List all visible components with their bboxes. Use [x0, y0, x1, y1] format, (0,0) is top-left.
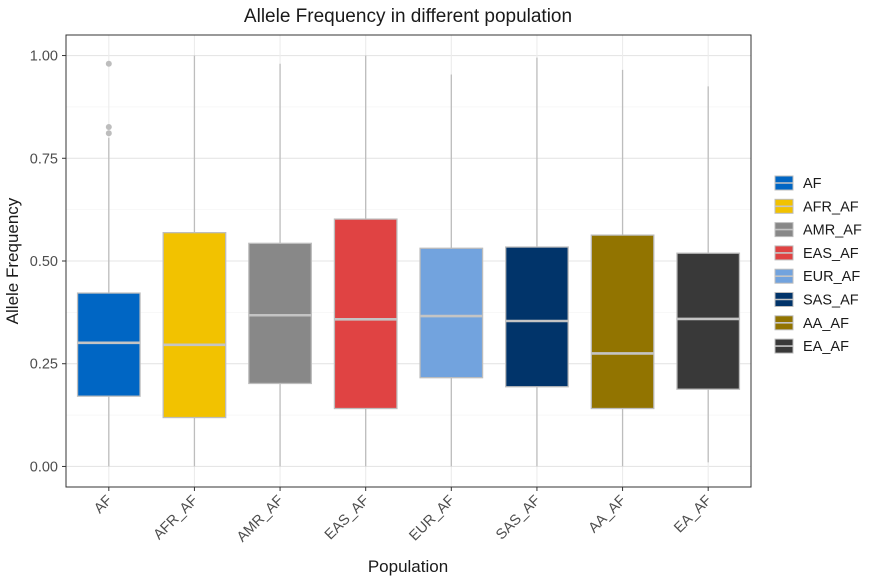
box-group-aa-af: [590, 69, 655, 467]
legend-label: AMR_AF: [803, 223, 862, 239]
legend-item: EAS_AF: [774, 245, 859, 262]
legend-label: EA_AF: [803, 339, 849, 355]
outlier-point: [105, 130, 112, 137]
legend-item: EA_AF: [774, 338, 849, 355]
legend-label: SAS_AF: [803, 293, 859, 309]
box: [419, 247, 484, 379]
y-axis-title: Allele Frequency: [3, 197, 22, 324]
box: [248, 242, 312, 385]
x-axis-title: Population: [368, 557, 448, 576]
y-axis-ticks: 0.00 0.25 0.50 0.75 1.00: [30, 49, 66, 475]
box-group-afr-af: [162, 55, 227, 467]
legend-label: EAS_AF: [803, 246, 859, 262]
legend-label: AA_AF: [803, 316, 849, 332]
box: [505, 246, 569, 388]
box: [590, 234, 655, 410]
box-group-ea-af: [676, 86, 741, 463]
legend-item: AA_AF: [774, 315, 849, 332]
outlier-point: [105, 60, 112, 67]
legend-item: EUR_AF: [774, 268, 860, 285]
box-group-amr-af: [248, 63, 312, 467]
box: [162, 231, 227, 419]
legend-label: EUR_AF: [803, 269, 860, 285]
box-group-eas-af: [333, 55, 398, 467]
legend-label: AFR_AF: [803, 199, 859, 215]
outlier-point: [105, 124, 112, 131]
box: [676, 252, 741, 390]
legend-item: AF: [774, 175, 822, 192]
legend-label: AF: [803, 176, 822, 192]
y-tick-label: 1.00: [30, 49, 58, 65]
box-group-af: [76, 60, 141, 467]
box-group-sas-af: [505, 57, 569, 467]
y-tick-label: 0.75: [30, 151, 58, 167]
legend-item: SAS_AF: [774, 292, 859, 309]
boxes: [76, 55, 741, 467]
legend: AF AFR_AF AMR_AF EAS_AF EUR_AF SAS_AF AA_AF EA_…: [774, 175, 862, 355]
box: [333, 218, 398, 410]
box: [76, 292, 141, 397]
chart-title: Allele Frequency in different population: [244, 6, 572, 27]
box-group-eur-af: [419, 74, 484, 467]
y-tick-label: 0.50: [30, 254, 58, 270]
legend-item: AMR_AF: [774, 222, 862, 239]
y-tick-label: 0.00: [30, 459, 58, 475]
legend-item: AFR_AF: [774, 198, 859, 215]
y-tick-label: 0.25: [30, 357, 58, 373]
